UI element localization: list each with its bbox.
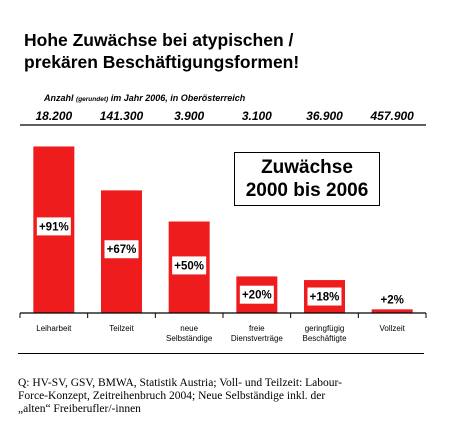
value-label-3: +20% [242, 290, 272, 302]
category-label-4-0: geringfügig [305, 324, 345, 333]
counts-header-prefix: Anzahl [44, 93, 74, 103]
value-label-box-3 [239, 285, 274, 304]
count-label-4: 36.900 [306, 109, 343, 123]
category-label-5-0: Vollzeit [379, 324, 405, 333]
value-label-5: +2% [380, 294, 403, 306]
category-label-0-0: Leiharbeit [36, 324, 72, 333]
value-label-2: +50% [174, 260, 204, 272]
counts-header-rounded: (gerundet) [76, 96, 109, 103]
value-label-0: +91% [39, 221, 69, 233]
source-divider [18, 353, 424, 354]
count-label-3: 3.100 [242, 109, 272, 123]
chart-title: Hohe Zuwächse bei atypischen / prekären … [24, 29, 444, 73]
count-label-2: 3.900 [174, 109, 204, 123]
growth-callout-box: Zuwächse 2000 bis 2006 [234, 152, 380, 206]
count-label-1: 141.300 [100, 109, 144, 123]
bar-5 [371, 309, 413, 313]
category-label-2-1: Selbständige [166, 334, 213, 343]
category-label-1-0: Teilzeit [109, 324, 134, 333]
callout-line-2: 2000 bis 2006 [245, 180, 369, 201]
title-line-1: Hohe Zuwächse bei atypischen / [24, 30, 294, 50]
value-label-4: +18% [310, 292, 340, 304]
value-label-box-2 [172, 256, 207, 275]
value-label-1: +67% [107, 244, 137, 256]
source-note: Q: HV-SV, GSV, BMWA, Statistik Austria; … [18, 377, 428, 416]
category-label-3-1: Dienstverträge [231, 334, 284, 343]
count-label-0: 18.200 [35, 109, 72, 123]
source-line-3: „alten“ Freiberufler/-innen [18, 403, 141, 415]
value-label-box-1 [104, 240, 139, 259]
category-label-2-0: neue [180, 324, 198, 333]
counts-header: Anzahl (gerundet) im Jahr 2006, in Oberö… [44, 93, 245, 103]
value-label-box-4 [307, 287, 342, 306]
source-line-2: Force-Konzept, Zeitreihenbruch 2004; Neu… [18, 390, 326, 402]
title-line-2: prekären Beschäftigungsformen! [24, 52, 300, 72]
category-label-3-0: freie [249, 324, 265, 333]
value-label-box-0 [36, 217, 71, 236]
category-label-4-1: Beschäftigte [302, 334, 347, 343]
counts-header-suffix: im Jahr 2006, in Oberösterreich [110, 93, 246, 103]
count-label-5: 457.900 [369, 109, 414, 123]
callout-line-1: Zuwächse [261, 157, 353, 178]
source-line-1: Q: HV-SV, GSV, BMWA, Statistik Austria; … [18, 377, 342, 389]
